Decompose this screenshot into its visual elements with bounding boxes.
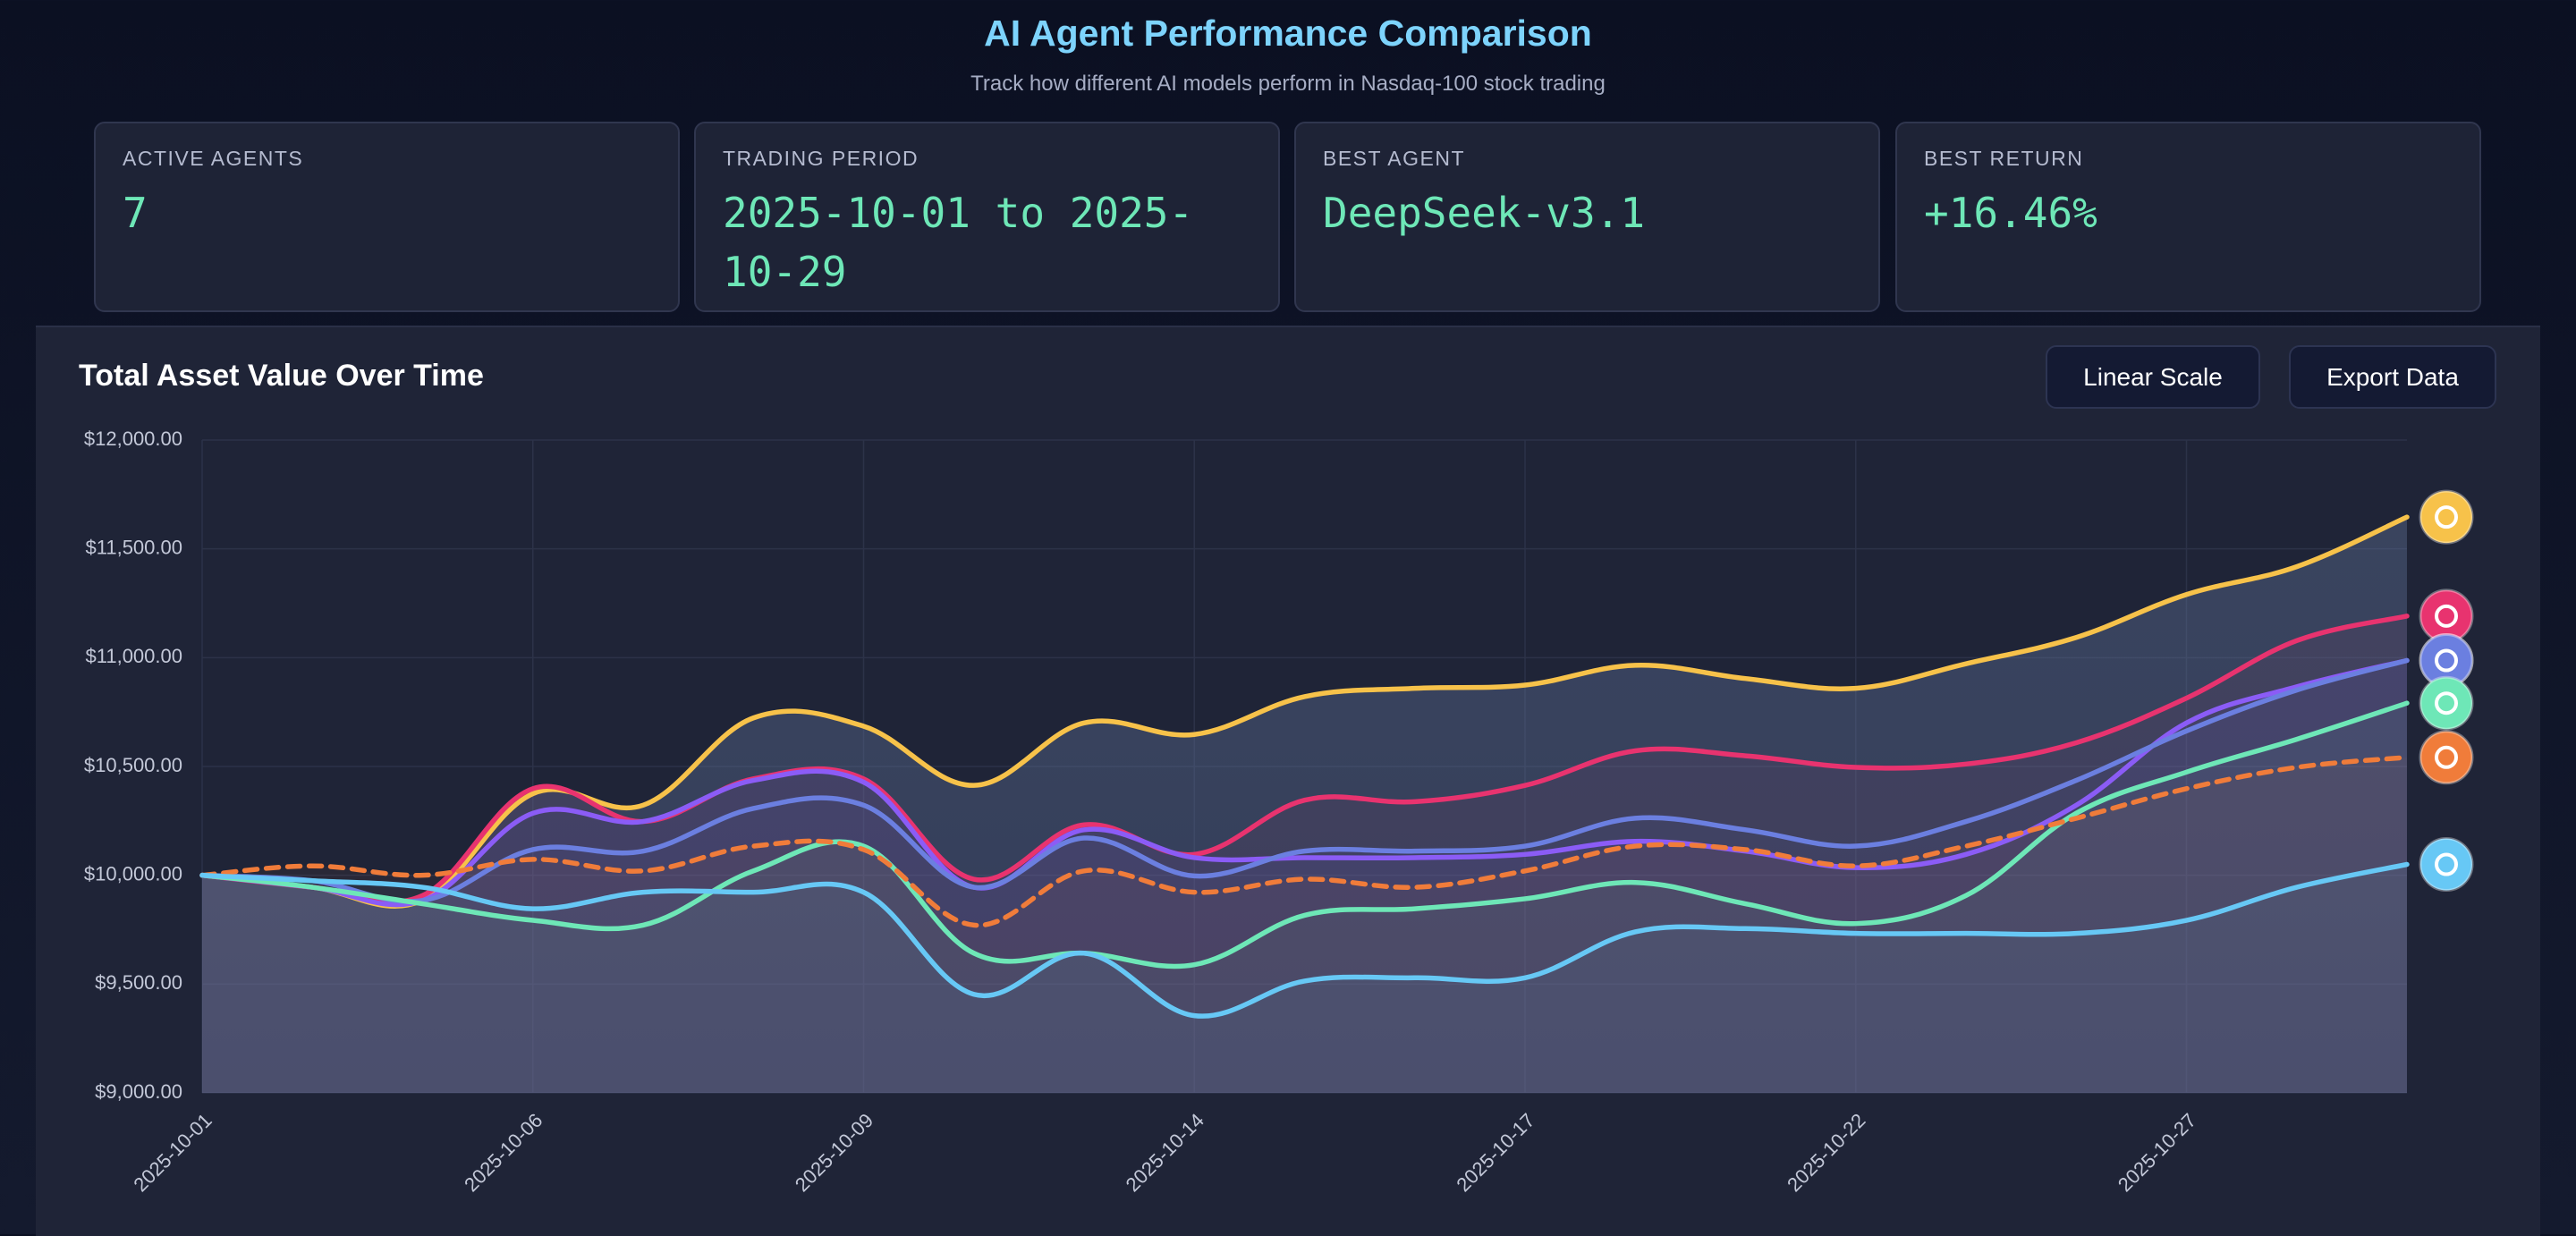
card-label: BEST AGENT (1323, 147, 1466, 170)
area-layer (202, 517, 2407, 1093)
stat-card: BEST AGENT DeepSeek-v3.1 (1294, 122, 1880, 312)
stat-card: ACTIVE AGENTS 7 (94, 122, 680, 312)
stat-card: TRADING PERIOD 2025-10-01 to 2025-10-29 (694, 122, 1280, 312)
agent-icon-glyph (2435, 852, 2458, 876)
series-area (202, 517, 2407, 1093)
y-tick-label: $12,000.00 (84, 428, 182, 450)
export-button[interactable]: Export Data (2289, 345, 2496, 409)
scale-button[interactable]: Linear Scale (2046, 345, 2260, 409)
series-line (199, 700, 2410, 969)
x-tick-label: 2025-10-17 (1452, 1109, 1538, 1196)
card-label: BEST RETURN (1924, 147, 2084, 170)
agent-icon-glyph (2435, 691, 2458, 715)
y-tick-label: $9,000.00 (95, 1080, 182, 1103)
x-tick-label: 2025-10-09 (791, 1109, 877, 1196)
card-value: 7 (123, 189, 148, 237)
y-tick-label: $11,000.00 (86, 645, 182, 667)
series-area (202, 660, 2407, 1093)
x-tick-label: 2025-10-27 (2114, 1109, 2200, 1196)
agent-icon-glyph (2435, 505, 2458, 529)
series-line (199, 755, 2410, 928)
y-tick-label: $10,500.00 (84, 754, 182, 776)
chart-title: Total Asset Value Over Time (79, 359, 484, 393)
agent-icon (2419, 489, 2474, 545)
x-tick-label: 2025-10-22 (1783, 1109, 1869, 1196)
page-title: AI Agent Performance Comparison (984, 13, 1592, 54)
y-tick-label: $10,000.00 (84, 862, 182, 885)
y-tick-label: $11,500.00 (86, 536, 182, 558)
series-line (199, 614, 2410, 905)
agent-icon-glyph (2435, 604, 2458, 628)
y-tick-label: $9,500.00 (95, 971, 182, 994)
agent-icon (2419, 675, 2474, 731)
card-label: ACTIVE AGENTS (123, 147, 304, 170)
series-area (202, 660, 2407, 1093)
series-area (202, 703, 2407, 1093)
agent-icon-glyph (2435, 745, 2458, 769)
agent-icon (2419, 730, 2474, 785)
series-line (199, 657, 2410, 908)
page-subtitle: Track how different AI models perform in… (970, 72, 1606, 96)
card-value: 2025-10-01 to 2025-10-29 (723, 189, 1194, 296)
icon-layer (2419, 489, 2474, 892)
line-layer (199, 514, 2410, 1019)
agent-icon-glyph (2435, 648, 2458, 673)
x-tick-label: 2025-10-14 (1122, 1109, 1208, 1196)
series-line (199, 514, 2410, 909)
agent-icon (2419, 837, 2474, 892)
card-value: DeepSeek-v3.1 (1323, 189, 1646, 237)
card-label: TRADING PERIOD (723, 147, 919, 170)
series-area (202, 757, 2407, 1093)
x-tick-label: 2025-10-01 (129, 1109, 216, 1196)
card-value: +16.46% (1924, 189, 2097, 237)
series-area (202, 615, 2407, 1093)
stat-card: BEST RETURN +16.46% (1895, 122, 2481, 312)
series-line (199, 657, 2410, 904)
series-line (199, 861, 2410, 1019)
series-area (202, 864, 2407, 1093)
x-tick-label: 2025-10-06 (460, 1109, 547, 1196)
